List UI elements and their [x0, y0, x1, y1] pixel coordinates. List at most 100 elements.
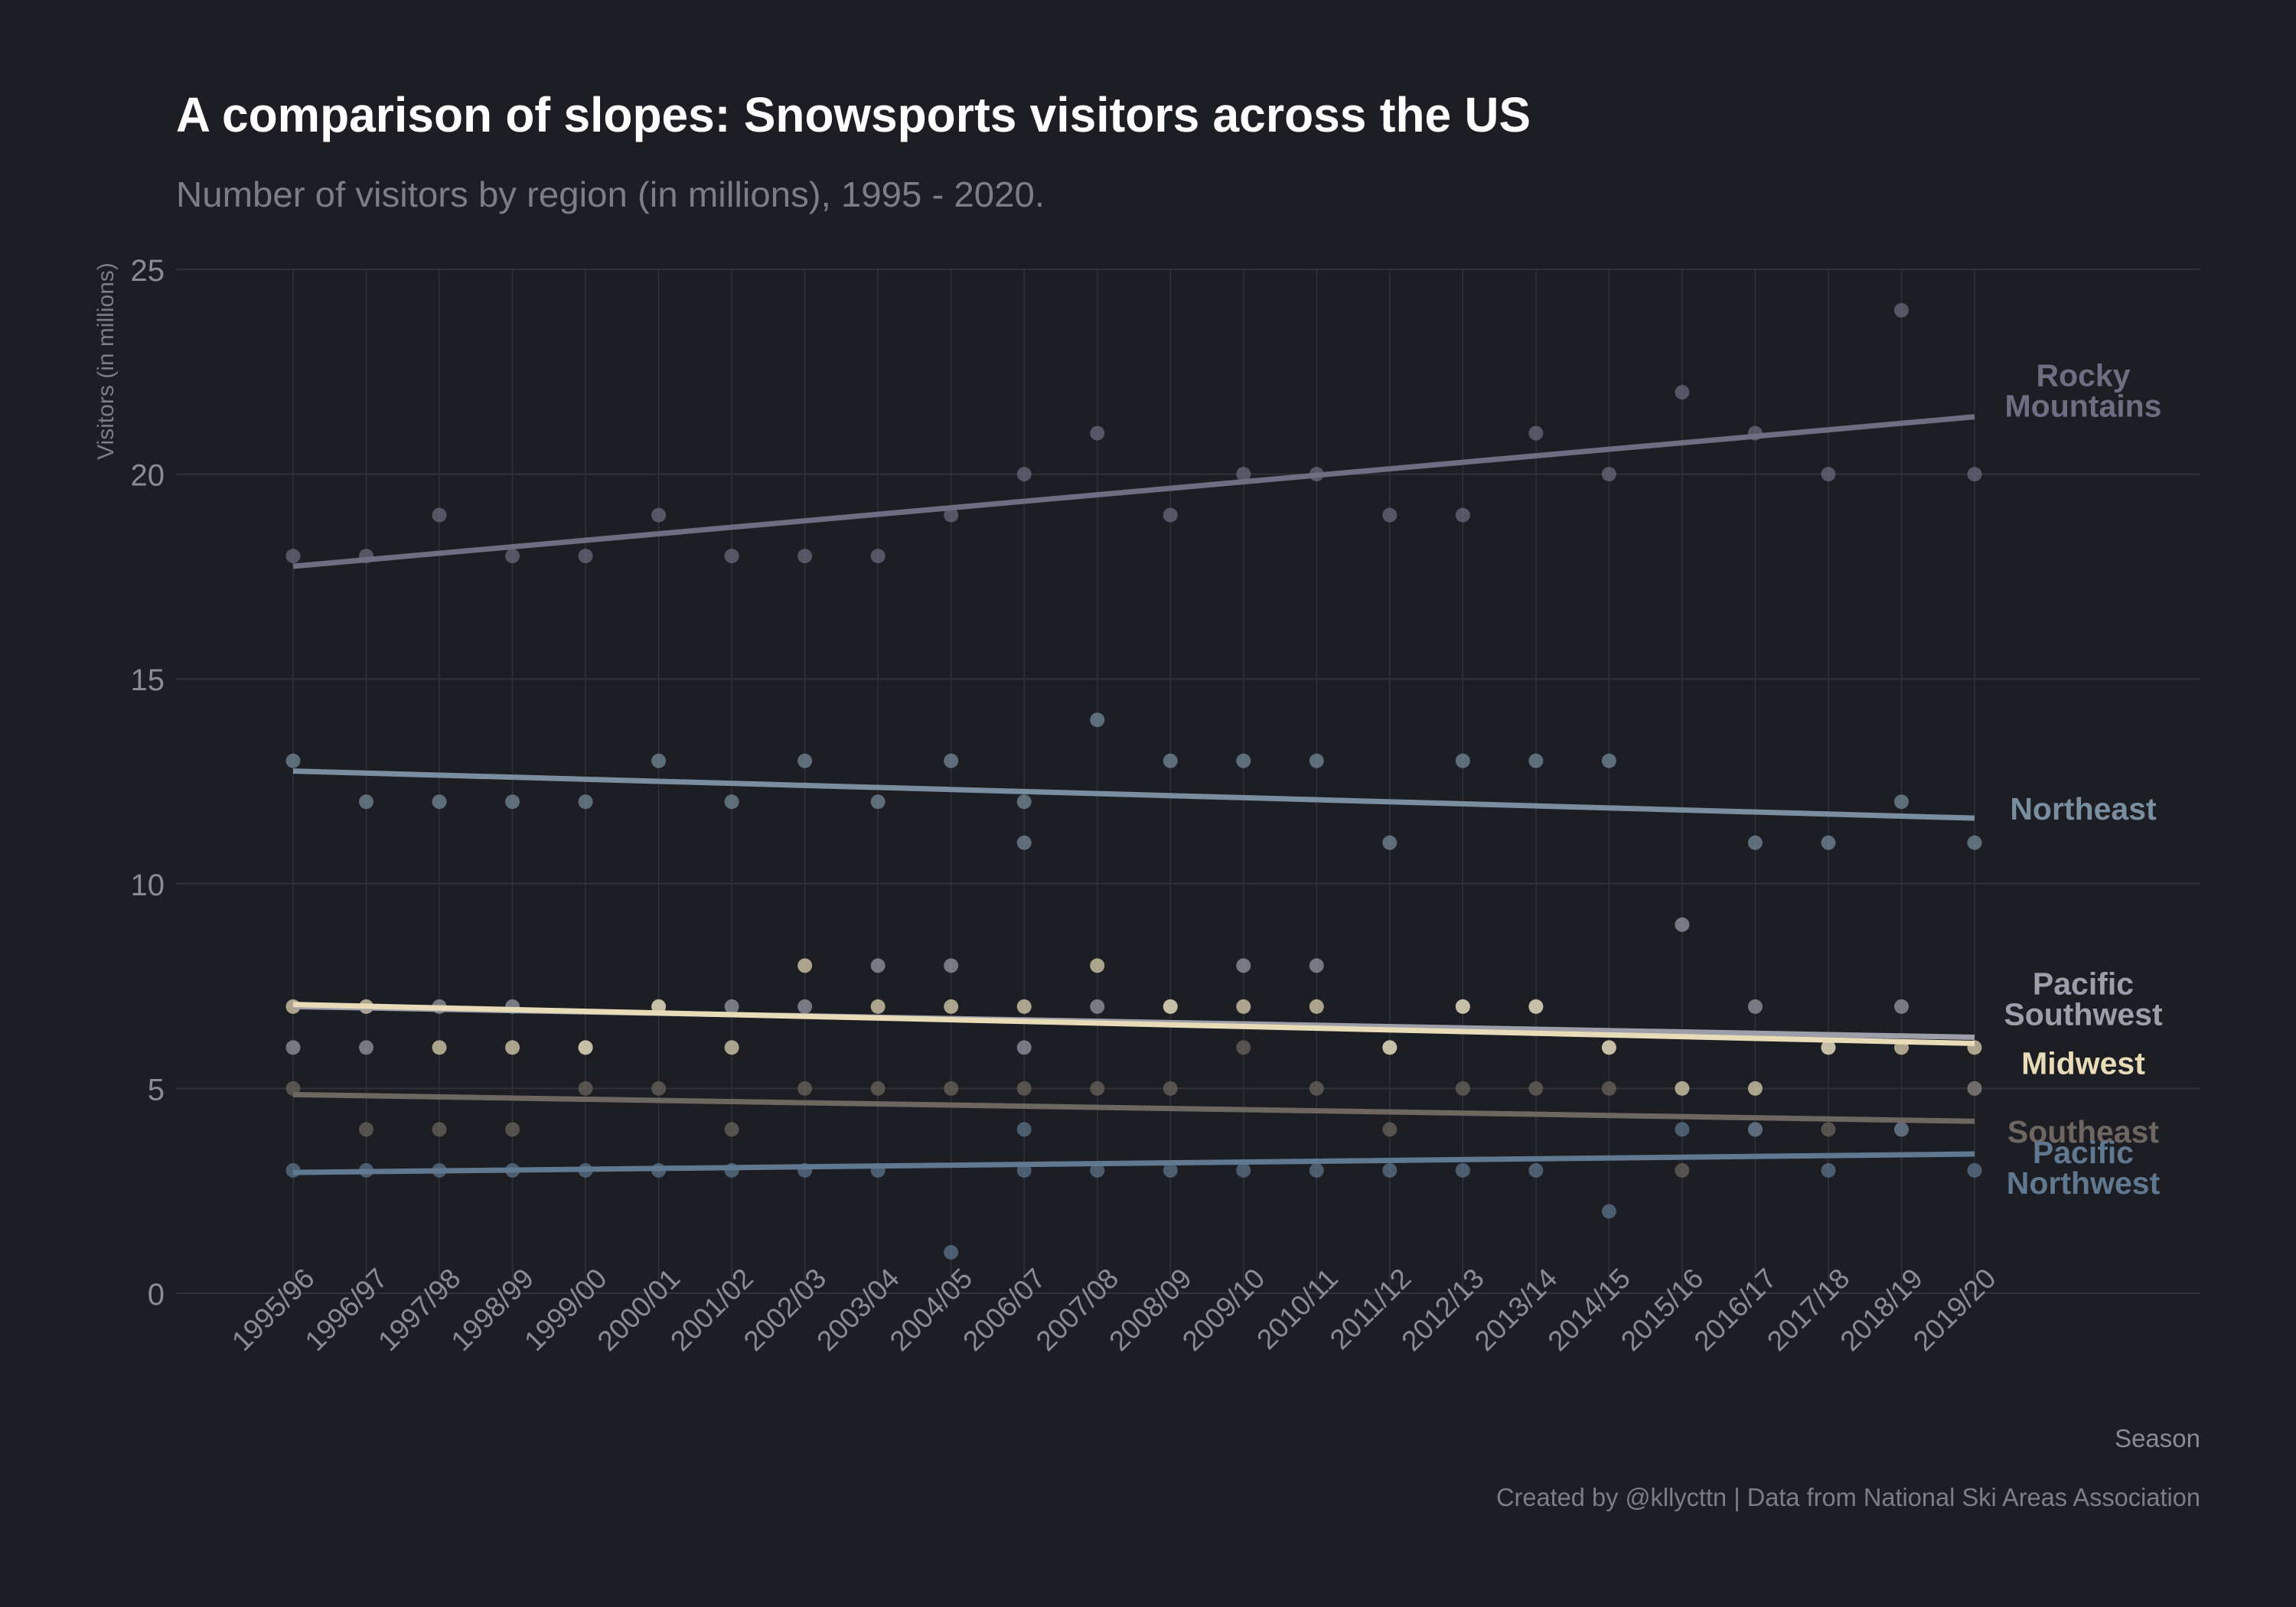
data-point — [1967, 1081, 1982, 1096]
series-label: Northwest — [2007, 1165, 2161, 1201]
data-point — [1601, 467, 1616, 482]
trend-line — [292, 414, 1975, 569]
data-point — [505, 794, 520, 810]
data-point — [1893, 1122, 1909, 1137]
data-point — [432, 794, 447, 810]
series-label: Pacific — [2033, 966, 2134, 1002]
data-point — [1016, 1122, 1032, 1137]
data-point — [1382, 507, 1397, 523]
data-point — [1090, 958, 1105, 973]
data-point — [1163, 507, 1178, 523]
data-point — [1090, 1081, 1105, 1096]
data-point — [1455, 1081, 1470, 1096]
data-point — [1528, 1081, 1544, 1096]
data-points — [285, 303, 1982, 1260]
y-tick-label: 25 — [131, 254, 165, 288]
data-point — [1090, 1162, 1105, 1178]
data-point — [1382, 1122, 1397, 1137]
data-point — [1601, 753, 1616, 768]
data-point — [578, 1040, 593, 1055]
data-point — [797, 549, 813, 564]
data-point — [1236, 958, 1251, 973]
data-point — [1090, 712, 1105, 728]
series-label: Rocky — [2036, 358, 2130, 393]
data-point — [1455, 1162, 1470, 1178]
data-point — [870, 549, 885, 564]
data-point — [724, 999, 739, 1014]
data-point — [1675, 1122, 1690, 1137]
data-point — [1747, 999, 1763, 1014]
data-point — [1893, 794, 1909, 810]
data-point — [870, 999, 885, 1014]
data-point — [1821, 1122, 1836, 1137]
data-point — [1236, 1162, 1251, 1178]
data-point — [1309, 999, 1324, 1014]
data-point — [1090, 425, 1105, 441]
data-point — [1893, 303, 1909, 318]
data-point — [1821, 1040, 1836, 1055]
data-point — [1821, 1162, 1836, 1178]
data-point — [944, 507, 959, 523]
data-point — [1601, 1040, 1616, 1055]
data-point — [1309, 1081, 1324, 1096]
data-point — [1528, 753, 1544, 768]
data-point — [1747, 1081, 1763, 1096]
data-point — [285, 1040, 301, 1055]
data-point — [505, 1122, 520, 1137]
data-point — [1163, 753, 1178, 768]
data-point — [724, 549, 739, 564]
data-point — [651, 507, 667, 523]
data-point — [1967, 835, 1982, 850]
data-point — [797, 958, 813, 973]
data-point — [1016, 999, 1032, 1014]
data-point — [1675, 1162, 1690, 1178]
chart-caption: Created by @kllycttn | Data from Nationa… — [1496, 1483, 2200, 1511]
data-point — [1016, 1081, 1032, 1096]
data-point — [578, 1081, 593, 1096]
data-point — [432, 1122, 447, 1137]
chart-title: A comparison of slopes: Snowsports visit… — [176, 87, 1531, 142]
data-point — [870, 1081, 885, 1096]
series-label: Pacific — [2033, 1135, 2134, 1170]
data-point — [797, 753, 813, 768]
data-point — [944, 1081, 959, 1096]
data-point — [1747, 1122, 1763, 1137]
data-point — [724, 794, 739, 810]
data-point — [359, 1040, 374, 1055]
data-point — [944, 1244, 959, 1260]
trend-line — [292, 1002, 1975, 1047]
data-point — [1309, 753, 1324, 768]
data-point — [1747, 835, 1763, 850]
data-point — [1382, 835, 1397, 850]
data-point — [651, 999, 667, 1014]
data-point — [1675, 917, 1690, 932]
data-point — [1090, 999, 1105, 1014]
trend-lines — [292, 414, 1975, 1175]
data-point — [1016, 835, 1032, 850]
data-point — [944, 753, 959, 768]
data-point — [578, 549, 593, 564]
data-point — [1236, 999, 1251, 1014]
data-point — [1163, 1081, 1178, 1096]
chart-subtitle: Number of visitors by region (in million… — [176, 174, 1045, 214]
data-point — [1601, 1081, 1616, 1096]
data-point — [944, 999, 959, 1014]
data-point — [505, 549, 520, 564]
data-point — [1236, 753, 1251, 768]
data-point — [1016, 1040, 1032, 1055]
data-point — [1528, 999, 1544, 1014]
data-point — [1382, 1040, 1397, 1055]
y-tick-label: 20 — [131, 459, 165, 493]
y-tick-label: 15 — [131, 663, 165, 697]
data-point — [1455, 507, 1470, 523]
data-point — [1675, 1081, 1690, 1096]
series-label: Northeast — [2010, 791, 2157, 826]
data-point — [359, 1122, 374, 1137]
y-tick-label: 5 — [148, 1073, 165, 1107]
y-tick-label: 10 — [131, 869, 165, 902]
series-label: Midwest — [2021, 1046, 2145, 1081]
data-point — [1236, 1040, 1251, 1055]
data-point — [1528, 425, 1544, 441]
trend-line — [292, 1151, 1975, 1175]
